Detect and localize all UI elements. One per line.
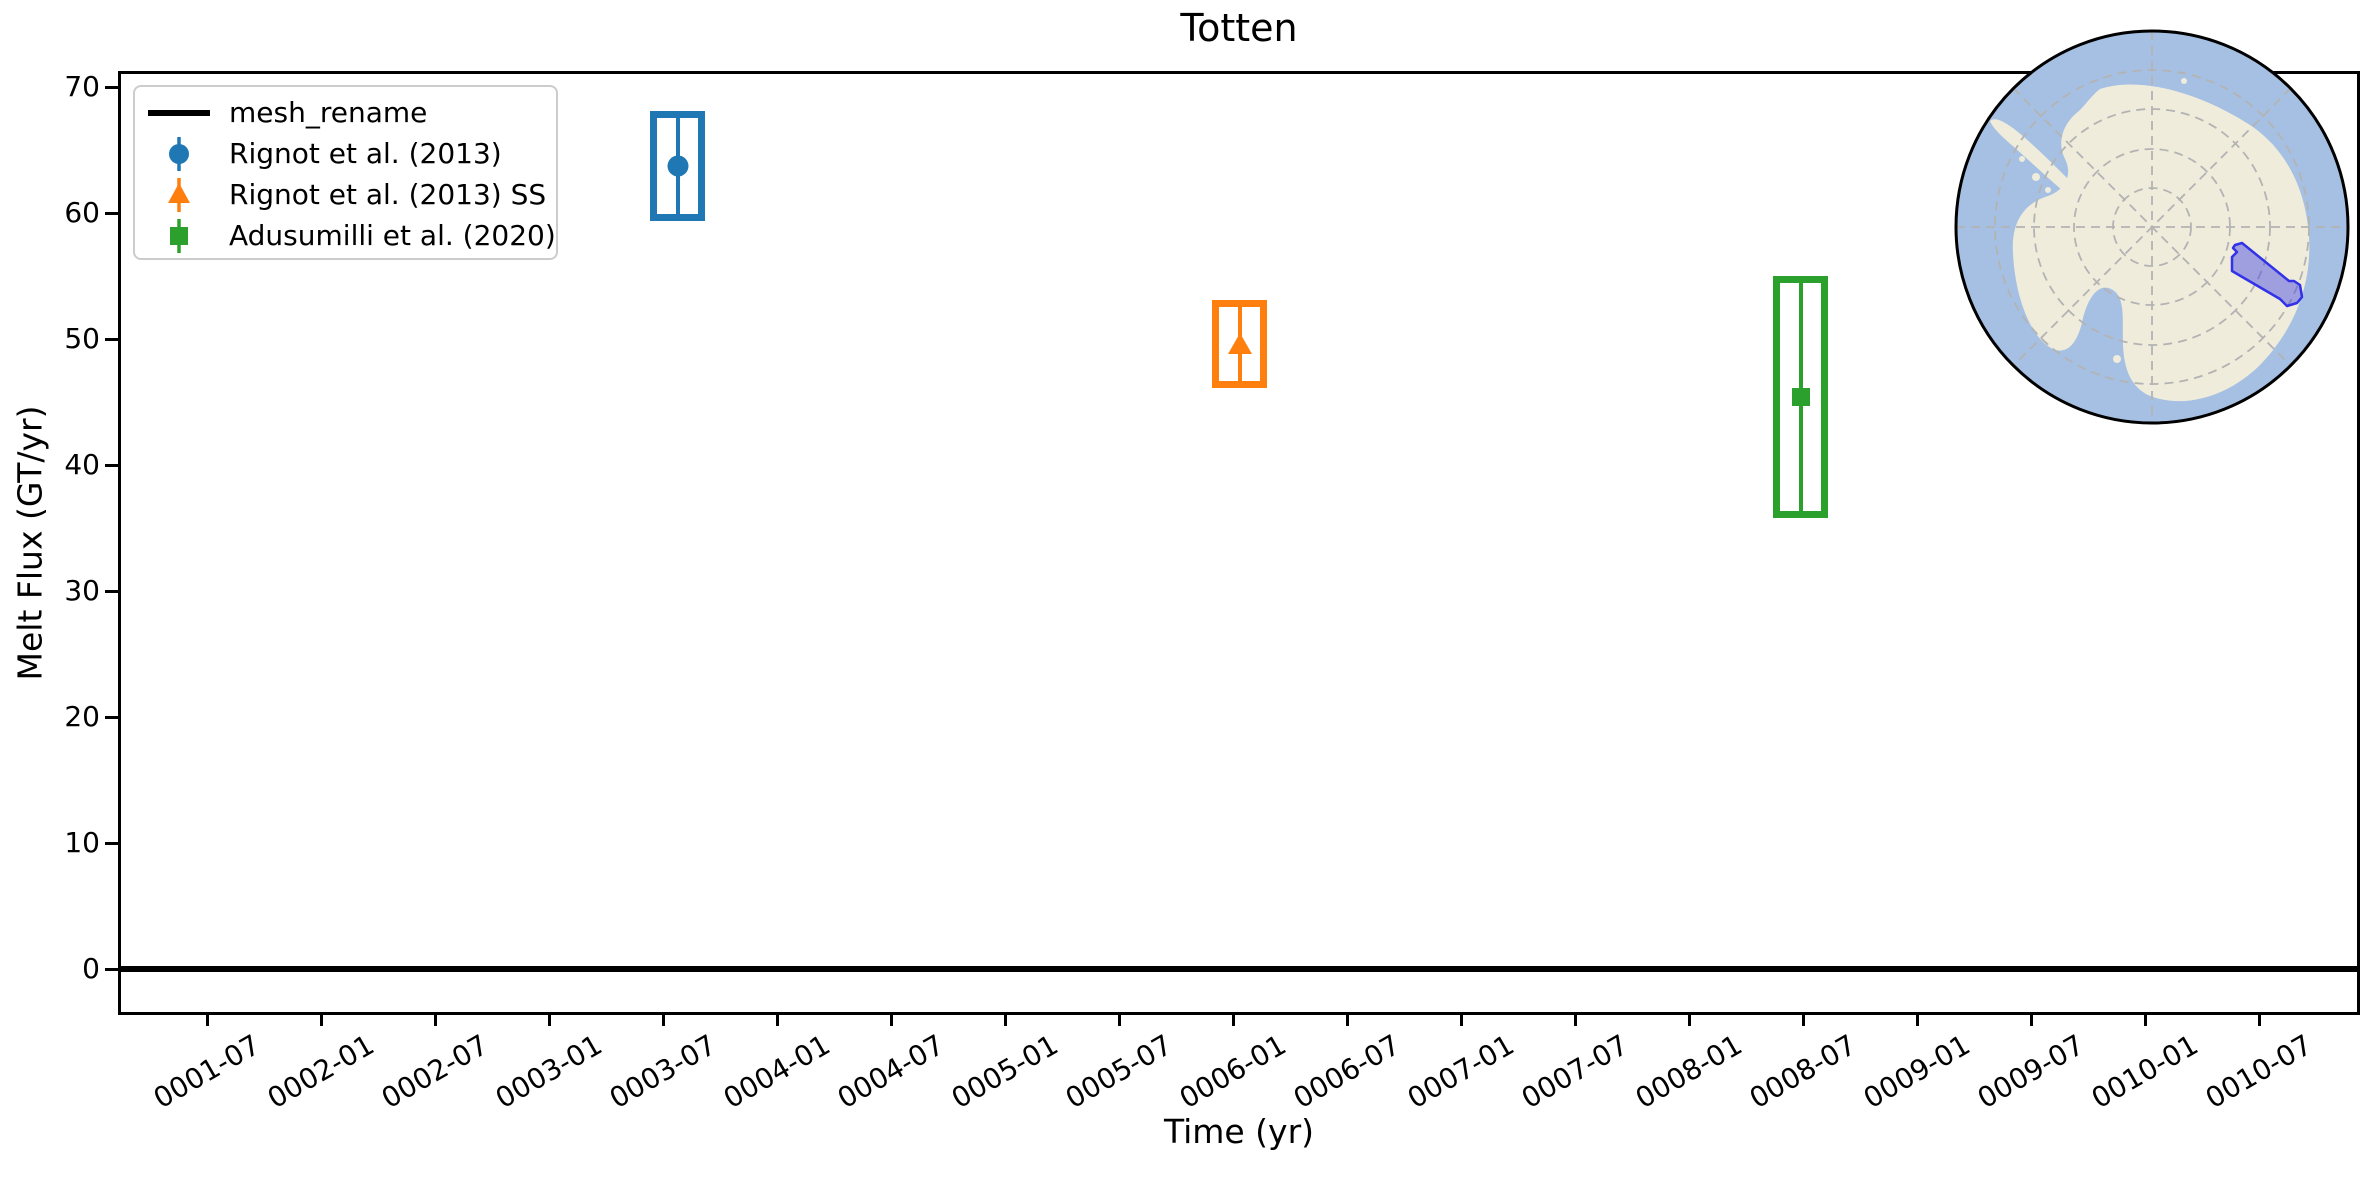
y-tick-mark — [105, 337, 118, 341]
legend-label: Rignot et al. (2013) SS — [229, 178, 547, 211]
legend-item-rignot-2013-ss: Rignot et al. (2013) SS — [143, 174, 556, 215]
x-tick-label: 0002-07 — [375, 1028, 494, 1116]
x-tick-mark — [2029, 1013, 2033, 1026]
x-tick-mark — [1003, 1013, 1007, 1026]
x-tick-mark — [775, 1013, 779, 1026]
y-tick-label: 70 — [64, 70, 100, 103]
x-tick-mark — [1345, 1013, 1349, 1026]
x-tick-mark — [2143, 1013, 2147, 1026]
y-tick-label: 50 — [64, 322, 100, 355]
x-tick-mark — [661, 1013, 665, 1026]
triangle-errorbar-legend-icon — [143, 175, 215, 215]
circle-marker-rignot-et-al-2013 — [667, 155, 689, 177]
x-tick-label: 0008-07 — [1743, 1028, 1862, 1116]
x-tick-label: 0002-01 — [261, 1028, 380, 1116]
y-tick-label: 60 — [64, 196, 100, 229]
x-tick-label: 0003-07 — [603, 1028, 722, 1116]
legend-item-adusumilli-2020: Adusumilli et al. (2020) — [143, 215, 556, 256]
y-tick-mark — [105, 85, 118, 89]
y-tick-label: 10 — [64, 826, 100, 859]
map-graticule — [1956, 31, 2348, 423]
error-box-adusumilli-et-al-2020 — [1773, 276, 1829, 518]
x-tick-mark — [1801, 1013, 1805, 1026]
y-tick-label: 30 — [64, 574, 100, 607]
x-tick-label: 0004-07 — [831, 1028, 950, 1116]
y-tick-mark — [105, 211, 118, 215]
y-tick-mark — [105, 841, 118, 845]
square-marker-adusumilli-et-al-2020 — [1791, 388, 1810, 406]
x-tick-mark — [1687, 1013, 1691, 1026]
line-legend-icon — [143, 93, 215, 133]
x-tick-mark — [889, 1013, 893, 1026]
x-tick-mark — [205, 1013, 209, 1026]
legend-item-rignot-2013: Rignot et al. (2013) — [143, 133, 556, 174]
x-tick-label: 0007-01 — [1401, 1028, 1520, 1116]
x-tick-label: 0007-07 — [1515, 1028, 1634, 1116]
x-tick-label: 0006-01 — [1173, 1028, 1292, 1116]
x-tick-mark — [1915, 1013, 1919, 1026]
y-tick-mark — [105, 589, 118, 593]
x-tick-label: 0009-01 — [1857, 1028, 1976, 1116]
square-errorbar-legend-icon — [143, 216, 215, 256]
y-tick-label: 40 — [64, 448, 100, 481]
antarctica-landmass — [1990, 78, 2310, 402]
x-tick-label: 0010-01 — [2085, 1028, 2204, 1116]
y-tick-label: 0 — [82, 952, 100, 985]
x-tick-mark — [1231, 1013, 1235, 1026]
x-tick-label: 0005-07 — [1059, 1028, 1178, 1116]
triangle-marker-rignot-et-al-2013-ss — [1227, 333, 1252, 354]
x-tick-label: 0009-07 — [1971, 1028, 2090, 1116]
y-tick-mark — [105, 463, 118, 467]
x-tick-mark — [1459, 1013, 1463, 1026]
x-axis-label: Time (yr) — [1163, 1112, 1315, 1151]
x-tick-mark — [1573, 1013, 1577, 1026]
legend-label: Adusumilli et al. (2020) — [229, 219, 556, 252]
x-tick-label: 0003-01 — [489, 1028, 608, 1116]
x-tick-mark — [2257, 1013, 2261, 1026]
x-tick-mark — [319, 1013, 323, 1026]
x-tick-label: 0006-07 — [1287, 1028, 1406, 1116]
series-line-mesh-rename — [118, 966, 2360, 972]
error-box-rignot-et-al-2013 — [650, 111, 706, 222]
legend-label: Rignot et al. (2013) — [229, 137, 502, 170]
x-tick-mark — [1117, 1013, 1121, 1026]
antarctica-inset-map — [1954, 29, 2350, 425]
legend: mesh_rename Rignot et al. (2013) Rignot … — [133, 85, 558, 260]
y-tick-mark — [105, 715, 118, 719]
legend-label: mesh_rename — [229, 96, 428, 129]
x-tick-label: 0005-01 — [945, 1028, 1064, 1116]
x-tick-label: 0001-07 — [147, 1028, 266, 1116]
y-tick-label: 20 — [64, 700, 100, 733]
x-tick-label: 0004-01 — [717, 1028, 836, 1116]
x-tick-label: 0008-01 — [1629, 1028, 1748, 1116]
circle-errorbar-legend-icon — [143, 134, 215, 174]
totten-region-highlight — [2230, 241, 2304, 308]
chart-title: Totten — [1180, 6, 1298, 50]
error-box-rignot-et-al-2013-ss — [1212, 300, 1268, 388]
x-tick-label: 0010-07 — [2199, 1028, 2318, 1116]
x-tick-mark — [547, 1013, 551, 1026]
map-outline — [1954, 29, 2350, 425]
y-axis-label-text: Melt Flux (GT/yr) — [10, 405, 50, 681]
legend-item-mesh-rename: mesh_rename — [143, 92, 556, 133]
x-tick-mark — [433, 1013, 437, 1026]
y-tick-mark — [105, 967, 118, 971]
